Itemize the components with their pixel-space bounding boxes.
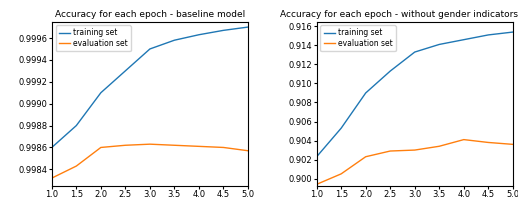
evaluation set	[436, 145, 442, 148]
evaluation set	[387, 150, 393, 152]
Legend: training set, evaluation set: training set, evaluation set	[55, 25, 131, 51]
evaluation set	[510, 143, 516, 146]
Legend: training set, evaluation set: training set, evaluation set	[321, 25, 396, 51]
evaluation set	[73, 165, 79, 167]
evaluation set	[485, 141, 492, 144]
training set	[147, 48, 153, 50]
training set	[73, 124, 79, 127]
training set	[485, 34, 492, 36]
training set	[220, 29, 226, 32]
training set	[122, 70, 128, 72]
training set	[196, 33, 202, 36]
Title: Accuracy for each epoch - baseline model: Accuracy for each epoch - baseline model	[55, 10, 245, 19]
Title: Accuracy for each epoch - without gender indicators model: Accuracy for each epoch - without gender…	[280, 10, 518, 19]
evaluation set	[171, 144, 178, 147]
training set	[171, 39, 178, 41]
training set	[98, 91, 104, 94]
evaluation set	[245, 149, 251, 152]
training set	[313, 156, 320, 158]
evaluation set	[98, 146, 104, 149]
evaluation set	[363, 156, 369, 158]
Line: training set: training set	[316, 32, 513, 157]
evaluation set	[49, 177, 55, 179]
training set	[49, 146, 55, 149]
Line: evaluation set: evaluation set	[316, 140, 513, 184]
evaluation set	[313, 183, 320, 186]
training set	[245, 26, 251, 28]
evaluation set	[220, 146, 226, 149]
Line: evaluation set: evaluation set	[52, 144, 248, 178]
training set	[338, 127, 344, 129]
evaluation set	[412, 149, 418, 151]
training set	[461, 38, 467, 41]
evaluation set	[122, 144, 128, 147]
training set	[436, 43, 442, 46]
evaluation set	[461, 138, 467, 141]
training set	[363, 92, 369, 94]
evaluation set	[196, 145, 202, 148]
training set	[412, 51, 418, 53]
Line: training set: training set	[52, 27, 248, 148]
training set	[510, 31, 516, 33]
training set	[387, 70, 393, 72]
evaluation set	[147, 143, 153, 145]
evaluation set	[338, 173, 344, 175]
